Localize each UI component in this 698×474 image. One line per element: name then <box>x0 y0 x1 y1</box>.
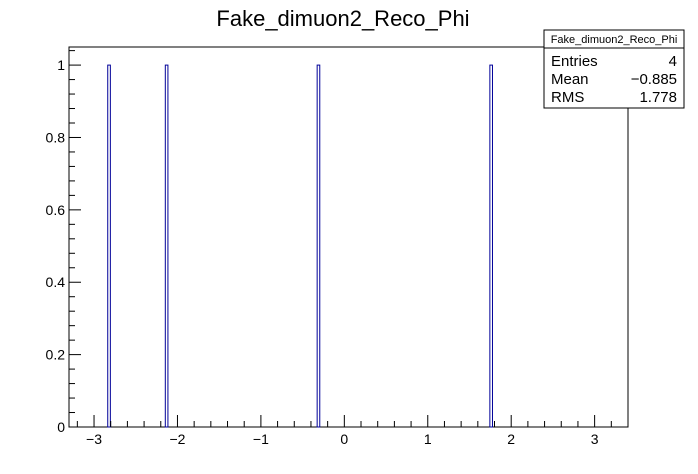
x-tick-label: 3 <box>591 431 599 447</box>
y-tick-label: 0 <box>57 419 65 435</box>
y-tick-label: 1 <box>57 57 65 73</box>
stats-entries-label: Entries <box>551 53 598 70</box>
y-axis: 0 0.2 0.4 0.6 0.8 1 <box>46 50 81 435</box>
stats-rms-label: RMS <box>551 89 584 106</box>
x-tick-label: 1 <box>424 431 432 447</box>
stats-box-title: Fake_dimuon2_Reco_Phi <box>551 34 678 46</box>
stats-mean-value: −0.885 <box>631 71 677 88</box>
x-tick-label: 2 <box>507 431 515 447</box>
y-tick-label: 0.6 <box>46 202 66 218</box>
stats-entries-value: 4 <box>669 53 677 70</box>
chart-title: Fake_dimuon2_Reco_Phi <box>216 6 469 31</box>
histogram-bars <box>107 64 493 428</box>
y-tick-label: 0.8 <box>46 129 66 145</box>
stats-box-frame <box>543 29 685 109</box>
x-tick-label: −2 <box>169 431 185 447</box>
y-tick-label: 0.4 <box>46 274 66 290</box>
x-axis: −3 −2 −1 0 1 2 3 <box>76 415 612 447</box>
x-tick-label: 0 <box>340 431 348 447</box>
stats-box: Fake_dimuon2_Reco_Phi Entries 4 Mean −0.… <box>543 29 685 109</box>
histogram-bin <box>489 64 493 428</box>
plot-frame <box>68 46 629 428</box>
stats-mean-label: Mean <box>551 71 589 88</box>
x-tick-label: −3 <box>86 431 102 447</box>
histogram-bin <box>316 64 321 428</box>
histogram-bin <box>164 64 169 428</box>
y-tick-label: 0.2 <box>46 347 66 363</box>
stats-rms-value: 1.778 <box>639 89 677 106</box>
histogram-bin <box>107 64 111 428</box>
x-tick-label: −1 <box>253 431 269 447</box>
